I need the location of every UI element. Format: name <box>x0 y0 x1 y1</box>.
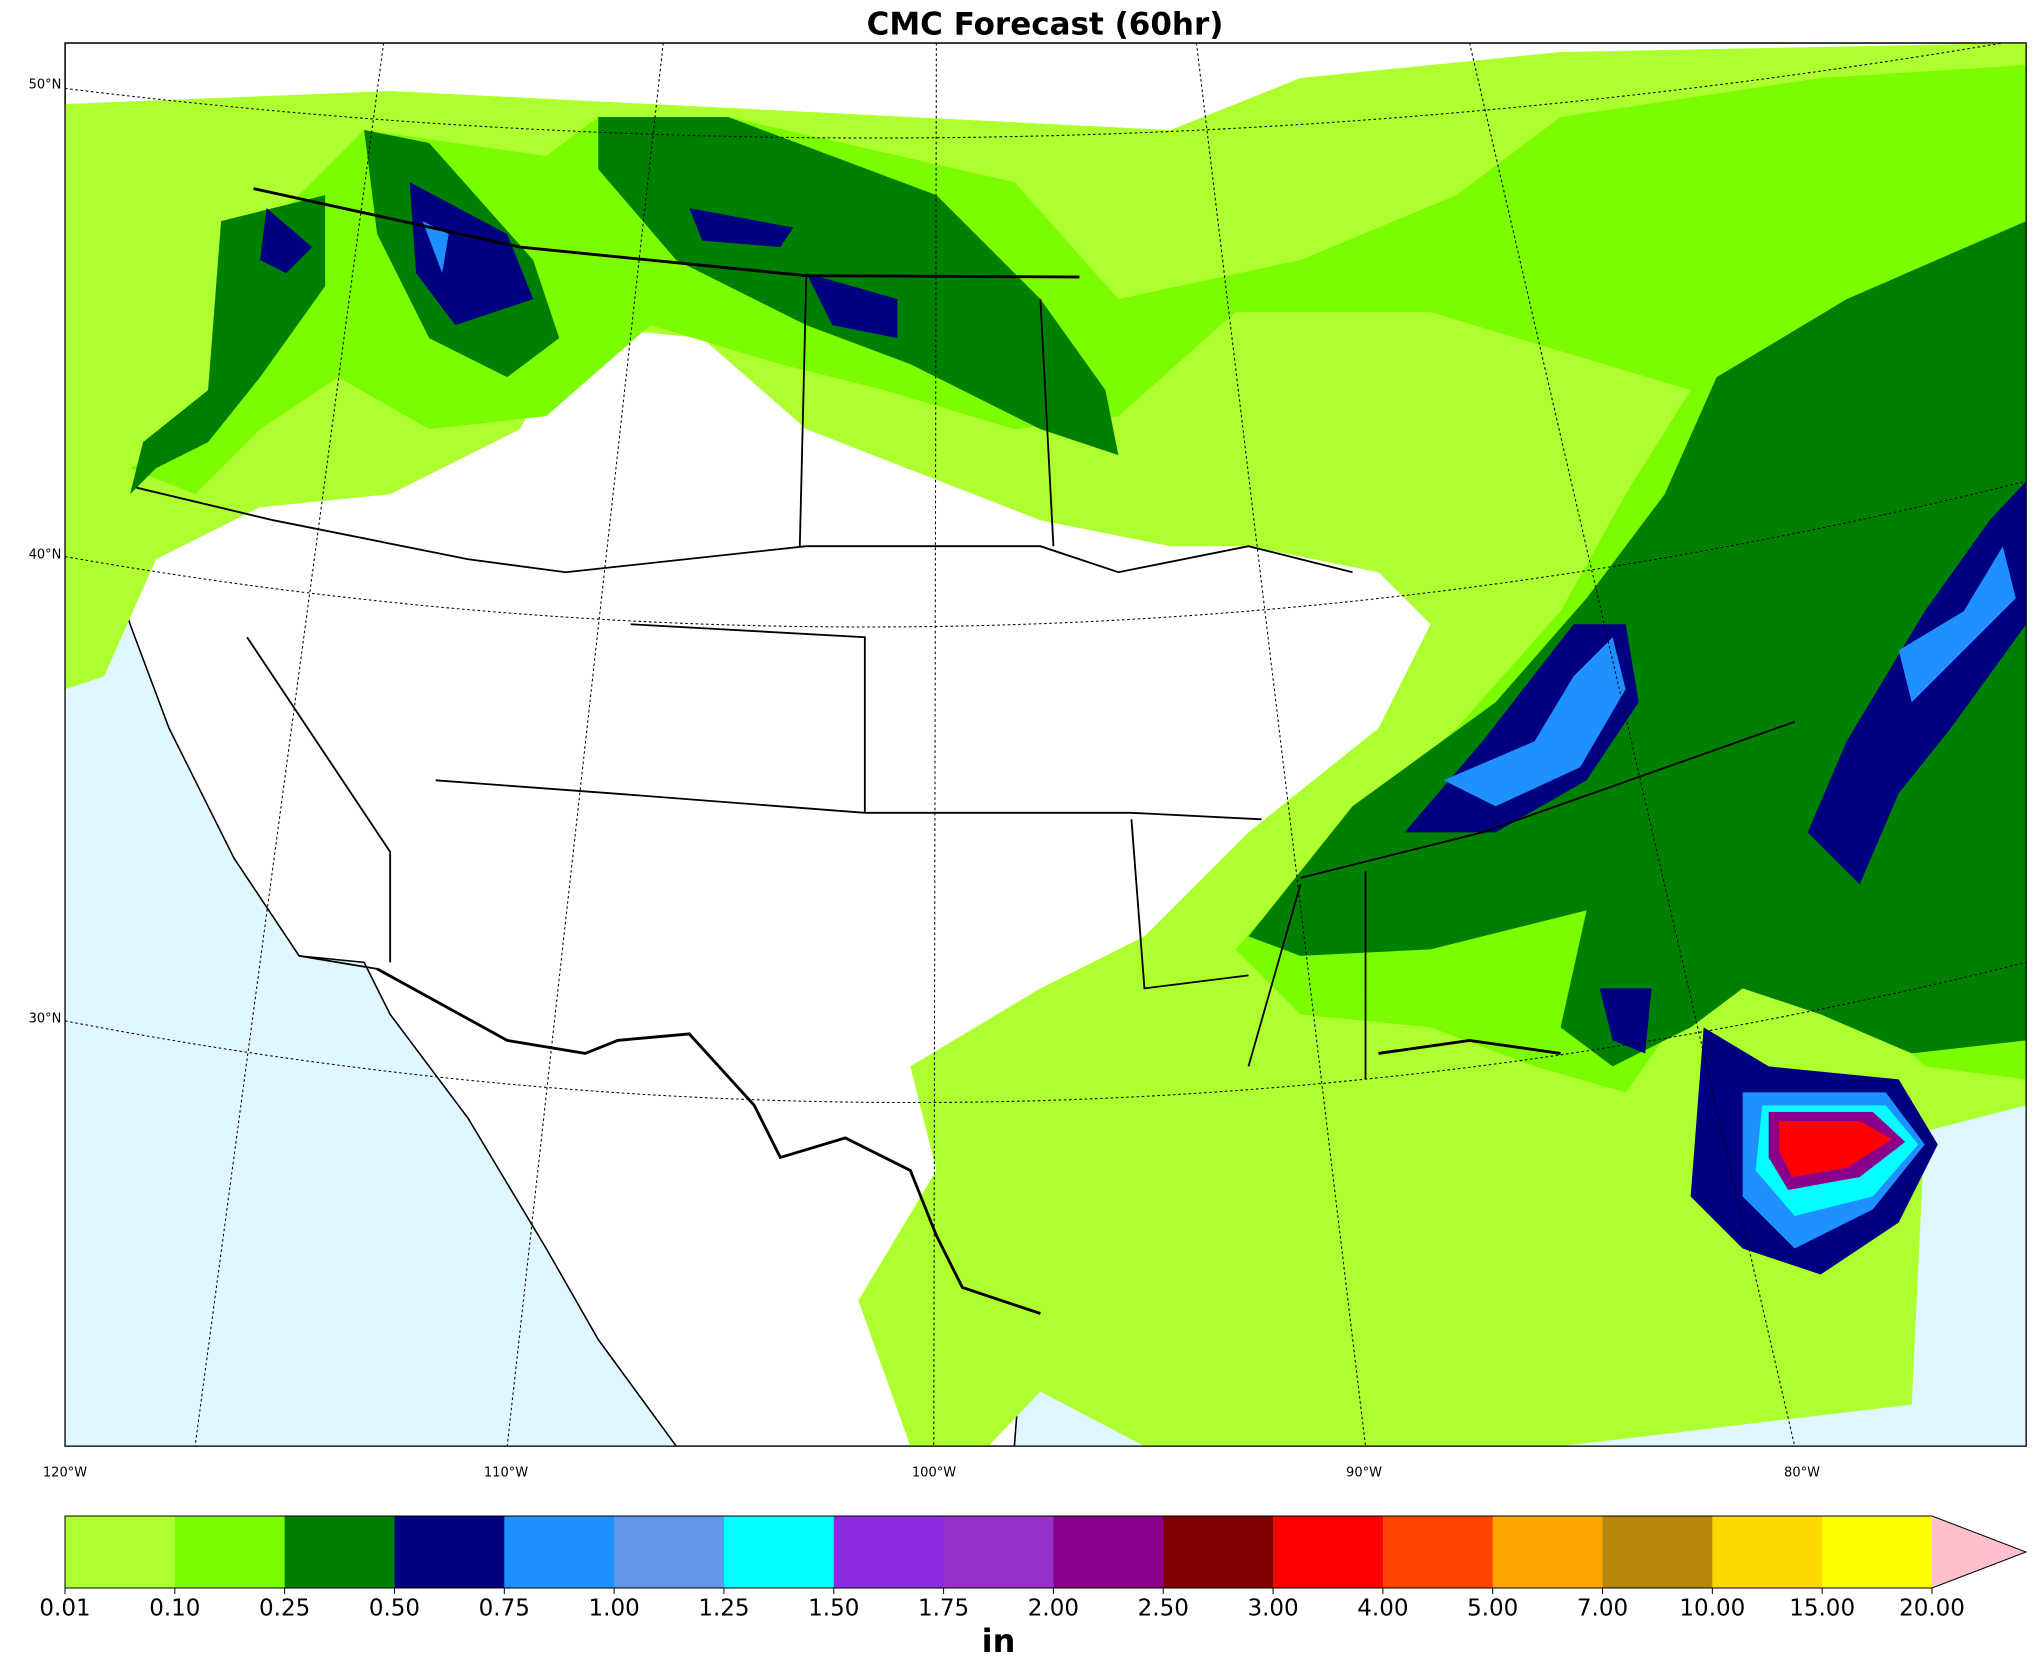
colorbar-segment <box>1602 1516 1713 1588</box>
country-border <box>253 187 1561 1315</box>
state-lines <box>136 275 1795 1080</box>
colorbar-tick-label: 0.25 <box>259 1596 310 1622</box>
colorbar-extend <box>1932 1516 2026 1588</box>
colorbar-tick-label: 15.00 <box>1789 1596 1855 1622</box>
colorbar-tick-label: 1.25 <box>698 1596 749 1622</box>
colorbar-segment <box>284 1516 395 1588</box>
colorbar-segment <box>504 1516 615 1588</box>
colorbar-tick-label: 1.50 <box>808 1596 859 1622</box>
colorbar-tick-label: 5.00 <box>1467 1596 1518 1622</box>
colorbar-tick-label: 2.50 <box>1138 1596 1189 1622</box>
colorbar-segment <box>943 1516 1054 1588</box>
colorbar-segment <box>394 1516 505 1588</box>
colorbar-segment <box>833 1516 945 1588</box>
lat-label: 40°N <box>29 548 62 563</box>
colorbar-segment <box>1822 1516 1933 1588</box>
lon-label: 100°W <box>912 1466 956 1481</box>
map <box>64 42 2027 1447</box>
precip-mid <box>130 117 2027 1067</box>
colorbar-tick-label: 10.00 <box>1679 1596 1745 1622</box>
colorbar-segment <box>1382 1516 1494 1588</box>
colorbar-tick-label: 3.00 <box>1247 1596 1298 1622</box>
precip-max <box>1779 1121 1893 1177</box>
colorbar-segment <box>1163 1516 1274 1588</box>
colorbar-segment <box>1712 1516 1823 1588</box>
precip-light <box>65 42 2027 1447</box>
colorbar-tick-label: 0.75 <box>479 1596 530 1622</box>
lat-label: 30°N <box>29 1012 62 1027</box>
colorbar-tick-label: 0.01 <box>39 1596 90 1622</box>
colorbar-segment <box>614 1516 725 1588</box>
lon-label: 120°W <box>43 1466 87 1481</box>
colorbar-unit: in <box>982 1622 1016 1660</box>
colorbar-tick-label: 0.50 <box>369 1596 420 1622</box>
colorbar-tick-label: 2.00 <box>1028 1596 1079 1622</box>
lon-label: 80°W <box>1784 1466 1820 1481</box>
map-title: CMC Forecast (60hr) <box>867 7 1224 43</box>
colorbar-outline <box>64 1515 2028 1589</box>
lat-label: 50°N <box>29 78 62 93</box>
colorbar-tick-label: 20.00 <box>1899 1596 1965 1622</box>
colorbar-tick-label: 7.00 <box>1577 1596 1628 1622</box>
colorbar-segment <box>1492 1516 1604 1588</box>
colorbar-tick-label: 0.10 <box>149 1596 200 1622</box>
colorbar-segment <box>723 1516 835 1588</box>
colorbar-tick-label: 4.00 <box>1357 1596 1408 1622</box>
lon-label: 110°W <box>484 1466 528 1481</box>
graticule <box>65 42 2027 1447</box>
lon-label: 90°W <box>1346 1466 1382 1481</box>
colorbar-segment <box>1273 1516 1384 1588</box>
colorbar-tick-label: 1.75 <box>918 1596 969 1622</box>
map-frame <box>64 42 2027 1447</box>
colorbar-tick-label: 1.00 <box>589 1596 640 1622</box>
colorbar-segment <box>174 1516 286 1588</box>
colorbar-segment <box>1053 1516 1164 1588</box>
colorbar-segment <box>65 1516 176 1588</box>
